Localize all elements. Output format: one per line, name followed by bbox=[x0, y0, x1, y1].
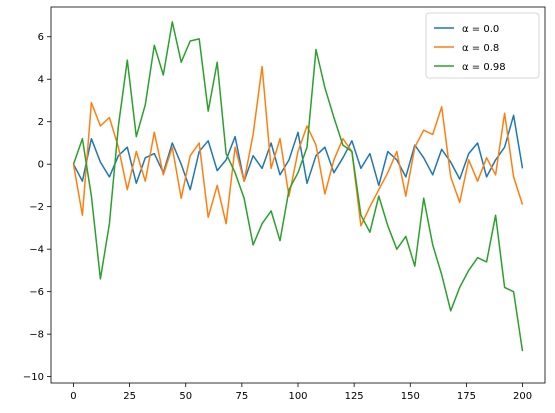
legend-label-0: α = 0.0 bbox=[462, 24, 499, 35]
y-tick-label: −2 bbox=[29, 202, 44, 213]
y-tick-label: −4 bbox=[29, 245, 44, 256]
y-tick-label: 6 bbox=[38, 32, 44, 43]
x-tick-label: 200 bbox=[513, 391, 532, 402]
x-tick-label: 125 bbox=[345, 391, 364, 402]
x-tick-label: 150 bbox=[401, 391, 420, 402]
legend-label-2: α = 0.98 bbox=[462, 62, 506, 73]
y-axis: −10 −8 −6 −4 −2 0 2 4 6 bbox=[23, 32, 51, 383]
legend: α = 0.0 α = 0.8 α = 0.98 bbox=[425, 12, 540, 79]
series-layer bbox=[72, 21, 524, 352]
y-tick-label: −6 bbox=[29, 287, 44, 298]
x-tick-label: 75 bbox=[235, 391, 248, 402]
x-tick-label: 50 bbox=[179, 391, 192, 402]
x-tick-label: 0 bbox=[70, 391, 76, 402]
series-line-2 bbox=[72, 21, 524, 352]
y-tick-label: −10 bbox=[23, 372, 44, 383]
legend-box bbox=[425, 12, 540, 79]
legend-label-1: α = 0.8 bbox=[462, 43, 499, 54]
y-tick-label: 2 bbox=[38, 117, 44, 128]
series-line-1 bbox=[72, 65, 524, 227]
x-tick-label: 100 bbox=[288, 391, 307, 402]
x-tick-label: 25 bbox=[123, 391, 136, 402]
x-axis: 0 25 50 75 100 125 150 175 200 bbox=[70, 383, 532, 402]
y-tick-label: −8 bbox=[29, 330, 44, 341]
x-tick-label: 175 bbox=[457, 391, 476, 402]
y-tick-label: 0 bbox=[38, 160, 44, 171]
y-tick-label: 4 bbox=[38, 75, 44, 86]
